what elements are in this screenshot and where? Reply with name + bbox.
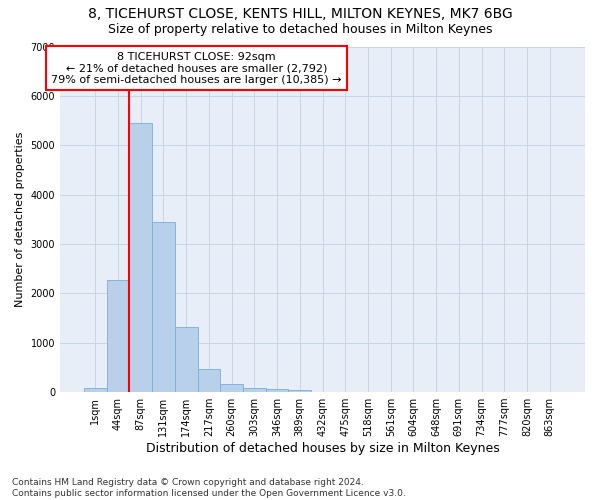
Bar [152,222,175,392]
Bar [220,384,243,392]
Bar [266,390,289,392]
Text: Size of property relative to detached houses in Milton Keynes: Size of property relative to detached ho… [108,22,492,36]
Text: Contains HM Land Registry data © Crown copyright and database right 2024.
Contai: Contains HM Land Registry data © Crown c… [12,478,406,498]
Text: 8, TICEHURST CLOSE, KENTS HILL, MILTON KEYNES, MK7 6BG: 8, TICEHURST CLOSE, KENTS HILL, MILTON K… [88,8,512,22]
Bar [107,280,130,392]
Bar [84,388,107,392]
Y-axis label: Number of detached properties: Number of detached properties [15,132,25,307]
Bar [130,123,152,392]
Bar [289,390,311,392]
Bar [197,370,220,392]
Bar [175,328,197,392]
Text: 8 TICEHURST CLOSE: 92sqm
← 21% of detached houses are smaller (2,792)
79% of sem: 8 TICEHURST CLOSE: 92sqm ← 21% of detach… [51,52,342,85]
Bar [243,388,266,392]
X-axis label: Distribution of detached houses by size in Milton Keynes: Distribution of detached houses by size … [146,442,499,455]
